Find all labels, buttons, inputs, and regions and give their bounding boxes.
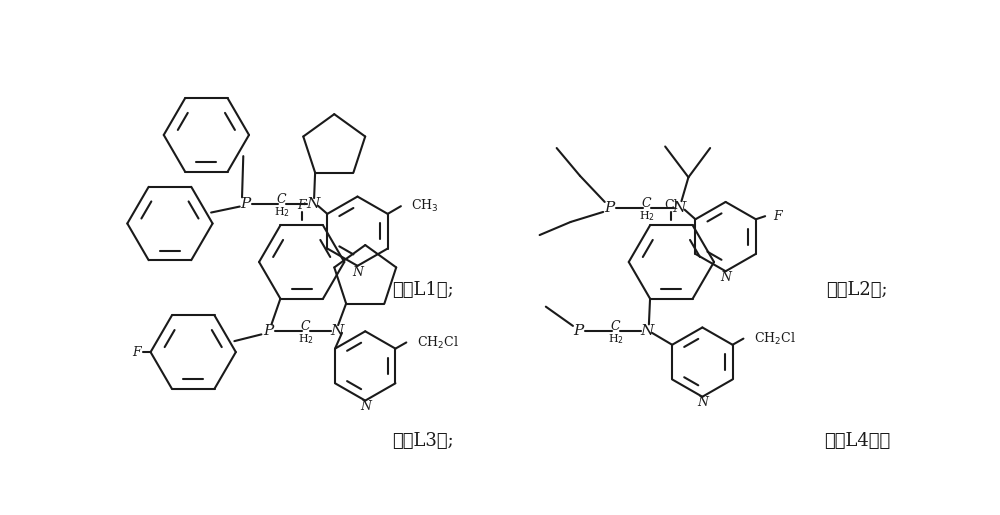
Text: 式（L4）。: 式（L4）。 xyxy=(824,433,891,451)
Text: P: P xyxy=(240,197,250,211)
Text: C: C xyxy=(301,320,310,333)
Text: 式（L1）;: 式（L1）; xyxy=(392,282,454,300)
Text: Cl: Cl xyxy=(665,199,678,212)
Text: H$_2$: H$_2$ xyxy=(274,205,290,219)
Text: N: N xyxy=(306,197,319,211)
Text: 式（L2）;: 式（L2）; xyxy=(827,282,888,300)
Text: P: P xyxy=(263,324,274,338)
Text: P: P xyxy=(604,201,614,215)
Text: C: C xyxy=(277,193,286,206)
Text: CH$_2$Cl: CH$_2$Cl xyxy=(754,331,796,347)
Text: N: N xyxy=(360,400,371,413)
Text: H$_2$: H$_2$ xyxy=(639,209,655,222)
Text: H$_2$: H$_2$ xyxy=(608,332,624,346)
Text: F: F xyxy=(297,199,306,212)
Text: F: F xyxy=(132,346,141,358)
Text: N: N xyxy=(672,201,686,215)
Text: N: N xyxy=(330,324,343,338)
Text: C: C xyxy=(611,320,620,333)
Text: 式（L3）;: 式（L3）; xyxy=(392,433,454,451)
Text: CH$_2$Cl: CH$_2$Cl xyxy=(417,334,459,351)
Text: P: P xyxy=(573,324,584,338)
Text: N: N xyxy=(640,324,653,338)
Text: F: F xyxy=(773,210,782,222)
Text: N: N xyxy=(352,266,363,279)
Text: H$_2$: H$_2$ xyxy=(298,332,314,346)
Text: CH$_3$: CH$_3$ xyxy=(411,198,438,214)
Text: N: N xyxy=(720,271,731,284)
Text: N: N xyxy=(697,397,708,409)
Text: C: C xyxy=(642,197,651,210)
